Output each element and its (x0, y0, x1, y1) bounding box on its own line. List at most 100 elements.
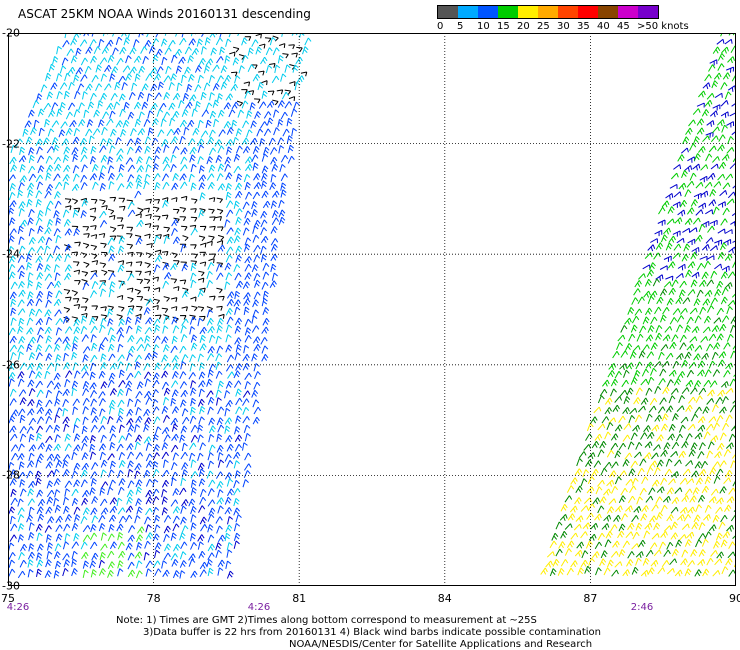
wind-barb (99, 182, 107, 192)
color-scale-tick-label: 15 (497, 21, 510, 32)
wind-barb (215, 37, 223, 46)
wind-barb (252, 191, 260, 200)
wind-barb (9, 156, 17, 165)
wind-barb (55, 234, 62, 244)
wind-barb (134, 190, 142, 199)
wind-barb (135, 213, 142, 219)
wind-barb (133, 55, 142, 63)
wind-barb (210, 47, 217, 56)
wind-barb (91, 260, 99, 266)
wind-barb (107, 237, 115, 245)
wind-barb (80, 210, 87, 219)
wind-barb (111, 66, 119, 75)
wind-barb (53, 173, 61, 181)
wind-barb (45, 207, 51, 216)
wind-barb (261, 90, 268, 99)
wind-barb (134, 137, 142, 146)
wind-barb (215, 215, 222, 221)
wind-barb (271, 75, 280, 84)
wind-barb (109, 110, 116, 119)
wind-barb (18, 208, 25, 217)
wind-barb (126, 146, 134, 155)
wind-barb (205, 58, 214, 66)
wind-barb (188, 173, 195, 183)
wind-barb (103, 83, 112, 91)
wind-barb (125, 157, 134, 165)
wind-barb (62, 209, 70, 218)
wind-barb (47, 128, 55, 137)
wind-barb (197, 138, 205, 147)
wind-barb (86, 119, 94, 128)
wind-barb (205, 119, 212, 129)
wind-barb (144, 40, 152, 48)
wind-barb (172, 110, 180, 119)
wind-barb (181, 74, 187, 83)
wind-barb (119, 46, 127, 55)
wind-barb (9, 200, 17, 208)
wind-barb (118, 93, 126, 102)
wind-barb (116, 154, 124, 163)
wind-barb (171, 182, 179, 191)
wind-barb (73, 74, 80, 83)
wind-barb (187, 55, 194, 64)
wind-barb (141, 83, 149, 92)
wind-barb (164, 47, 172, 55)
wind-barb (260, 227, 268, 236)
wind-barb (208, 74, 216, 84)
wind-barb (37, 209, 44, 219)
wind-barb (243, 174, 251, 183)
wind-barb (291, 52, 298, 58)
wind-barb (143, 207, 150, 213)
wind-barb (80, 154, 88, 163)
wind-barb (152, 163, 160, 172)
wind-barb (270, 226, 278, 234)
wind-barb (154, 182, 161, 191)
wind-barb (131, 82, 138, 91)
wind-barb (178, 56, 186, 64)
wind-barb (8, 264, 16, 273)
wind-barb (45, 237, 53, 246)
wind-barb (127, 174, 135, 183)
wind-barb (137, 207, 144, 214)
wind-barb (37, 236, 46, 244)
wind-barb (260, 210, 268, 219)
wind-barb (154, 249, 162, 255)
wind-barb (170, 154, 177, 163)
wind-barb (254, 111, 262, 119)
wind-barb (33, 119, 40, 129)
color-swatch (558, 6, 578, 18)
wind-barb (28, 154, 35, 164)
wind-barb (200, 242, 207, 248)
color-scale-tick-label: 25 (537, 21, 550, 32)
wind-barb (181, 108, 189, 117)
wind-barb (106, 118, 114, 126)
wind-barb (93, 46, 101, 55)
wind-barb (272, 47, 280, 56)
wind-barb (266, 117, 274, 126)
wind-barb (91, 163, 99, 172)
wind-barb (53, 210, 60, 219)
wind-barb (147, 127, 154, 136)
wind-barb (216, 173, 224, 182)
wind-barb (36, 262, 44, 271)
color-scale-tick-label: >50 knots (637, 21, 689, 32)
wind-barb (98, 119, 105, 128)
wind-barb (137, 128, 146, 136)
wind-barb (244, 156, 253, 164)
wind-barb (235, 182, 243, 191)
wind-barb (72, 165, 80, 174)
wind-barb (277, 100, 285, 108)
wind-barb (55, 73, 63, 82)
color-swatch (438, 6, 458, 18)
wind-barb (99, 220, 108, 228)
wind-barb (280, 154, 289, 163)
wind-barb (249, 102, 256, 111)
wind-barb (144, 145, 151, 154)
color-swatch (638, 6, 658, 18)
wind-barb (145, 198, 153, 204)
wind-barb (203, 65, 211, 74)
wind-barb (182, 92, 190, 102)
wind-barb (58, 129, 66, 138)
wind-barb (92, 181, 99, 190)
wind-barb (160, 118, 167, 127)
